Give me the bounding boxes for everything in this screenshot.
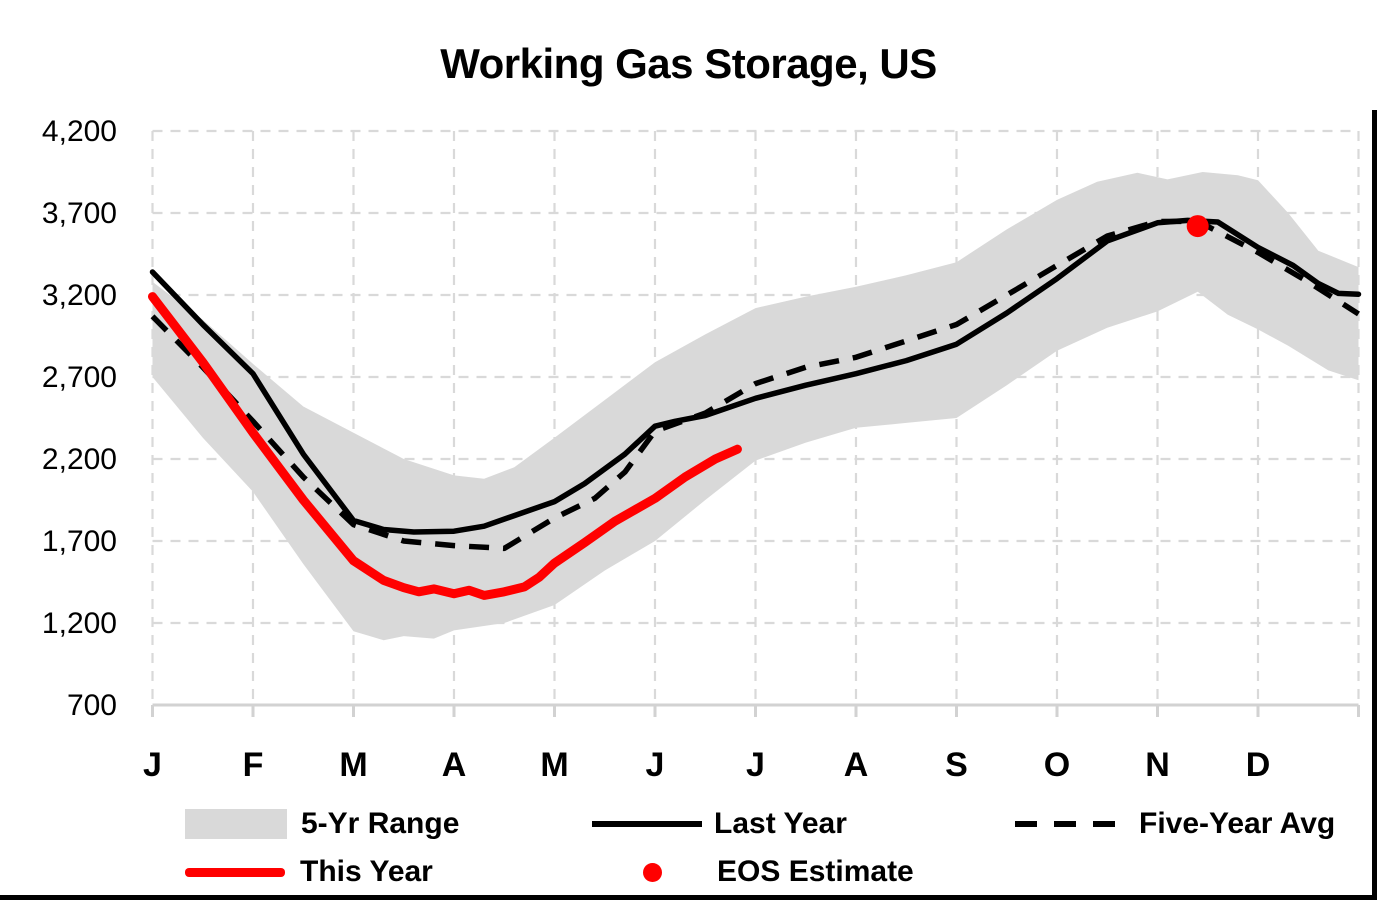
axis-labels: 4,200 3,700 3,200 2,700 2,200 1,700 1,200 700 J F… (42, 115, 1270, 784)
legend-item-five-year-avg: Five-Year Avg (1015, 806, 1335, 842)
y-axis-tick-label: 1,200 (42, 607, 117, 640)
legend-label-five-year-avg: Five-Year Avg (1139, 807, 1336, 840)
y-axis-tick-label: 2,200 (42, 443, 117, 476)
screenshot-right-border (1372, 110, 1377, 900)
gray-band-swatch (185, 809, 287, 839)
x-axis-month-label: M (339, 746, 367, 784)
y-axis-tick-label: 2,700 (42, 361, 117, 394)
x-axis-month-label: M (540, 746, 568, 784)
y-axis-tick-label: 3,700 (42, 197, 117, 230)
storage-chart: 4,200 3,700 3,200 2,700 2,200 1,700 1,200 700 J F… (42, 115, 1362, 784)
chart-title: Working Gas Storage, US (440, 40, 937, 87)
legend-label-this-year: This Year (300, 855, 433, 888)
y-axis-tick-label: 4,200 (42, 115, 117, 148)
legend-label-last-year: Last Year (714, 807, 847, 840)
x-axis-month-label: A (844, 746, 869, 784)
x-axis-month-label: S (945, 746, 968, 784)
black-line-swatch (592, 821, 702, 827)
this-year-line (148, 292, 742, 600)
red-line-swatch (185, 867, 285, 877)
legend-item-eos-estimate: EOS Estimate (643, 854, 914, 890)
y-axis-tick-label: 700 (67, 689, 117, 722)
legend-label-eos-estimate: EOS Estimate (717, 855, 914, 888)
eos-estimate-dot (1186, 215, 1209, 238)
legend-label-5yr-range: 5-Yr Range (301, 807, 460, 840)
black-dashed-line-swatch (1015, 821, 1127, 827)
legend-item-5yr-range: 5-Yr Range (185, 806, 459, 842)
x-axis-month-label: O (1044, 746, 1070, 784)
y-axis-tick-label: 1,700 (42, 525, 117, 558)
red-dot-swatch (643, 862, 662, 882)
x-axis-month-label: J (746, 746, 765, 784)
screenshot-bottom-border (0, 895, 1377, 900)
x-axis-month-label: N (1145, 746, 1170, 784)
y-axis-tick-label: 3,200 (42, 279, 117, 312)
x-axis-month-label: F (243, 746, 264, 784)
x-axis-month-label: D (1246, 746, 1271, 784)
x-axis (151, 703, 1360, 717)
five-year-avg-line (150, 218, 1360, 552)
legend-item-this-year: This Year (185, 854, 433, 890)
five-yr-range-band (152, 172, 1359, 641)
x-axis-month-label: J (646, 746, 665, 784)
legend-item-last-year: Last Year (592, 806, 847, 842)
last-year-line (149, 217, 1362, 535)
x-axis-month-label: J (143, 746, 162, 784)
x-axis-month-label: A (442, 746, 467, 784)
